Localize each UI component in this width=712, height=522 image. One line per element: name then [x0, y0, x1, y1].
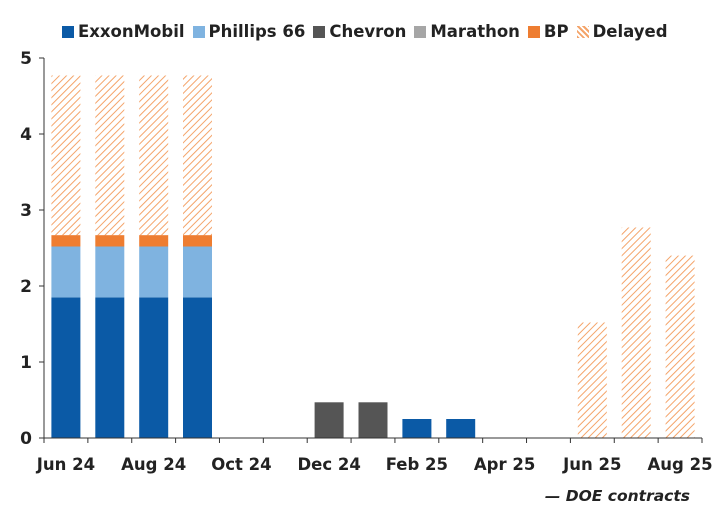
- x-tick-label: Feb 25: [386, 455, 448, 474]
- legend-swatch-chevron: [313, 25, 326, 38]
- x-tick-label: Apr 25: [474, 455, 535, 474]
- legend-label: Chevron: [329, 22, 407, 41]
- bar-phillips-66-jul-24: [95, 246, 125, 298]
- legend-item-exxonmobil: ExxonMobil: [62, 22, 185, 41]
- x-tick-label: Jun 25: [562, 455, 621, 474]
- y-tick-label: 3: [20, 201, 32, 221]
- legend-item-phillips-66: Phillips 66: [192, 22, 306, 41]
- bar-chevron-jan-25: [358, 402, 388, 438]
- bar-delayed-jun-25: [577, 322, 607, 438]
- legend-item-delayed: Delayed: [576, 22, 668, 41]
- bar-bp-jul-24: [95, 235, 125, 247]
- y-tick-label: 0: [20, 429, 32, 449]
- legend-swatch-phillips-66: [192, 25, 205, 38]
- legend-label: Marathon: [430, 22, 520, 41]
- y-tick-label: 1: [20, 353, 32, 373]
- legend-label: Phillips 66: [208, 22, 306, 41]
- x-tick-label: Aug 24: [121, 455, 186, 474]
- bar-exxonmobil-mar-25: [446, 419, 476, 438]
- legend-item-chevron: Chevron: [313, 22, 406, 41]
- bar-exxonmobil-jul-24: [95, 297, 125, 438]
- annotation: — DOE contracts: [544, 487, 690, 505]
- legend-swatch-exxonmobil: [62, 25, 74, 38]
- bar-bp-aug-24: [139, 235, 169, 247]
- bar-bp-jun-24: [51, 235, 81, 247]
- bar-exxonmobil-feb-25: [402, 419, 432, 438]
- bar-exxonmobil-aug-24: [139, 297, 169, 438]
- x-tick-label: Dec 24: [297, 455, 360, 474]
- bar-delayed-aug-25: [665, 255, 695, 438]
- y-tick-label: 4: [20, 125, 32, 145]
- legend-label: BP: [543, 22, 569, 41]
- y-tick-label: 2: [20, 277, 32, 297]
- bar-delayed-jul-25: [621, 227, 651, 438]
- x-tick-label: Aug 25: [648, 455, 712, 474]
- bar-bp-sep-24: [183, 235, 212, 247]
- legend-label: Delayed: [592, 22, 668, 41]
- bar-delayed-sep-24: [183, 75, 212, 236]
- legend-swatch-delayed: [576, 25, 589, 38]
- axes-group: 0 1 2 3 4 5 Jun 24 Aug 24 Oct 24 Dec 24 Feb 25 Apr …: [20, 49, 712, 474]
- bars-group: [51, 75, 695, 438]
- bar-delayed-aug-24: [139, 75, 169, 236]
- bar-phillips-66-sep-24: [183, 246, 212, 298]
- legend-swatch-bp: [527, 25, 540, 38]
- legend-swatch-marathon: [414, 25, 427, 38]
- bar-exxonmobil-jun-24: [51, 297, 81, 438]
- legend-item-bp: BP: [527, 22, 569, 41]
- x-tick-label: Jun 24: [36, 455, 95, 474]
- bar-phillips-66-aug-24: [139, 246, 169, 298]
- bar-chevron-dec-24: [314, 402, 344, 438]
- x-tick-label: Oct 24: [211, 455, 271, 474]
- legend-item-marathon: Marathon: [414, 22, 520, 41]
- bar-phillips-66-jun-24: [51, 246, 81, 298]
- bar-delayed-jun-24: [51, 75, 81, 236]
- legend-label: ExxonMobil: [78, 22, 185, 41]
- legend: ExxonMobil Phillips 66 Chevron Marathon BP De…: [62, 22, 668, 41]
- y-tick-label: 5: [20, 49, 32, 69]
- bar-delayed-jul-24: [95, 75, 125, 236]
- bar-exxonmobil-sep-24: [183, 297, 212, 438]
